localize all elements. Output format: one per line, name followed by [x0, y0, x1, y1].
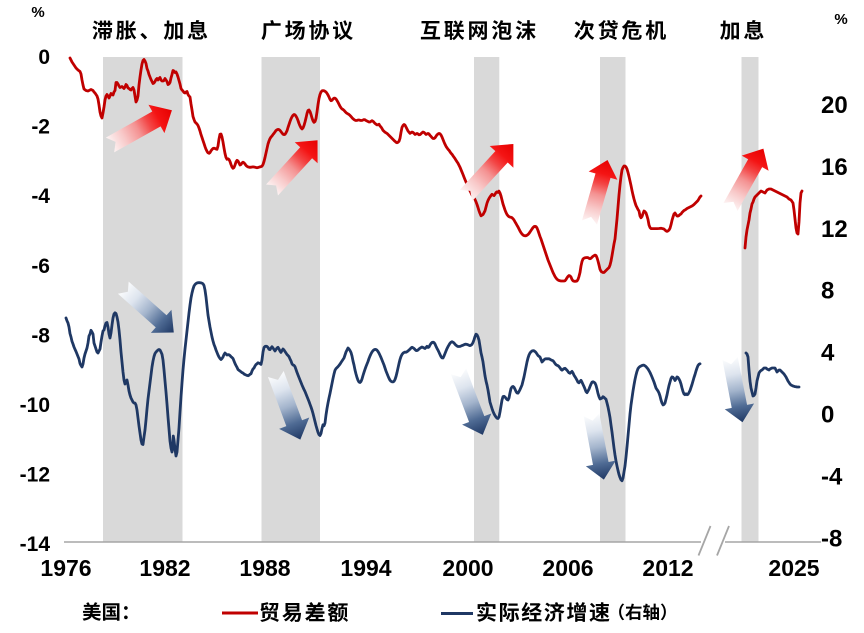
svg-text:2006: 2006	[542, 555, 593, 581]
svg-text:-10: -10	[20, 394, 50, 417]
svg-text:-4: -4	[821, 463, 843, 490]
svg-text:-8: -8	[31, 324, 50, 347]
svg-text:16: 16	[821, 154, 848, 181]
svg-text:-12: -12	[20, 464, 50, 487]
svg-text:8: 8	[821, 278, 834, 305]
svg-text:2000: 2000	[442, 555, 493, 581]
svg-text:0: 0	[821, 402, 834, 429]
svg-text:1994: 1994	[340, 555, 391, 581]
svg-text:0: 0	[38, 46, 50, 69]
svg-text:-4: -4	[31, 185, 50, 208]
svg-text:1988: 1988	[239, 555, 290, 581]
svg-text:%: %	[31, 4, 44, 21]
svg-text:-14: -14	[20, 533, 51, 556]
svg-text:4: 4	[821, 340, 835, 367]
svg-text:12: 12	[821, 216, 848, 243]
svg-text:20: 20	[821, 92, 848, 119]
svg-text:1982: 1982	[139, 555, 190, 581]
svg-text:2025: 2025	[768, 555, 819, 581]
svg-text:%: %	[834, 11, 847, 28]
svg-text:1976: 1976	[40, 555, 91, 581]
svg-text:-8: -8	[821, 525, 842, 552]
svg-text:2012: 2012	[642, 555, 693, 581]
svg-text:-2: -2	[31, 116, 50, 139]
svg-text:-6: -6	[31, 255, 50, 278]
